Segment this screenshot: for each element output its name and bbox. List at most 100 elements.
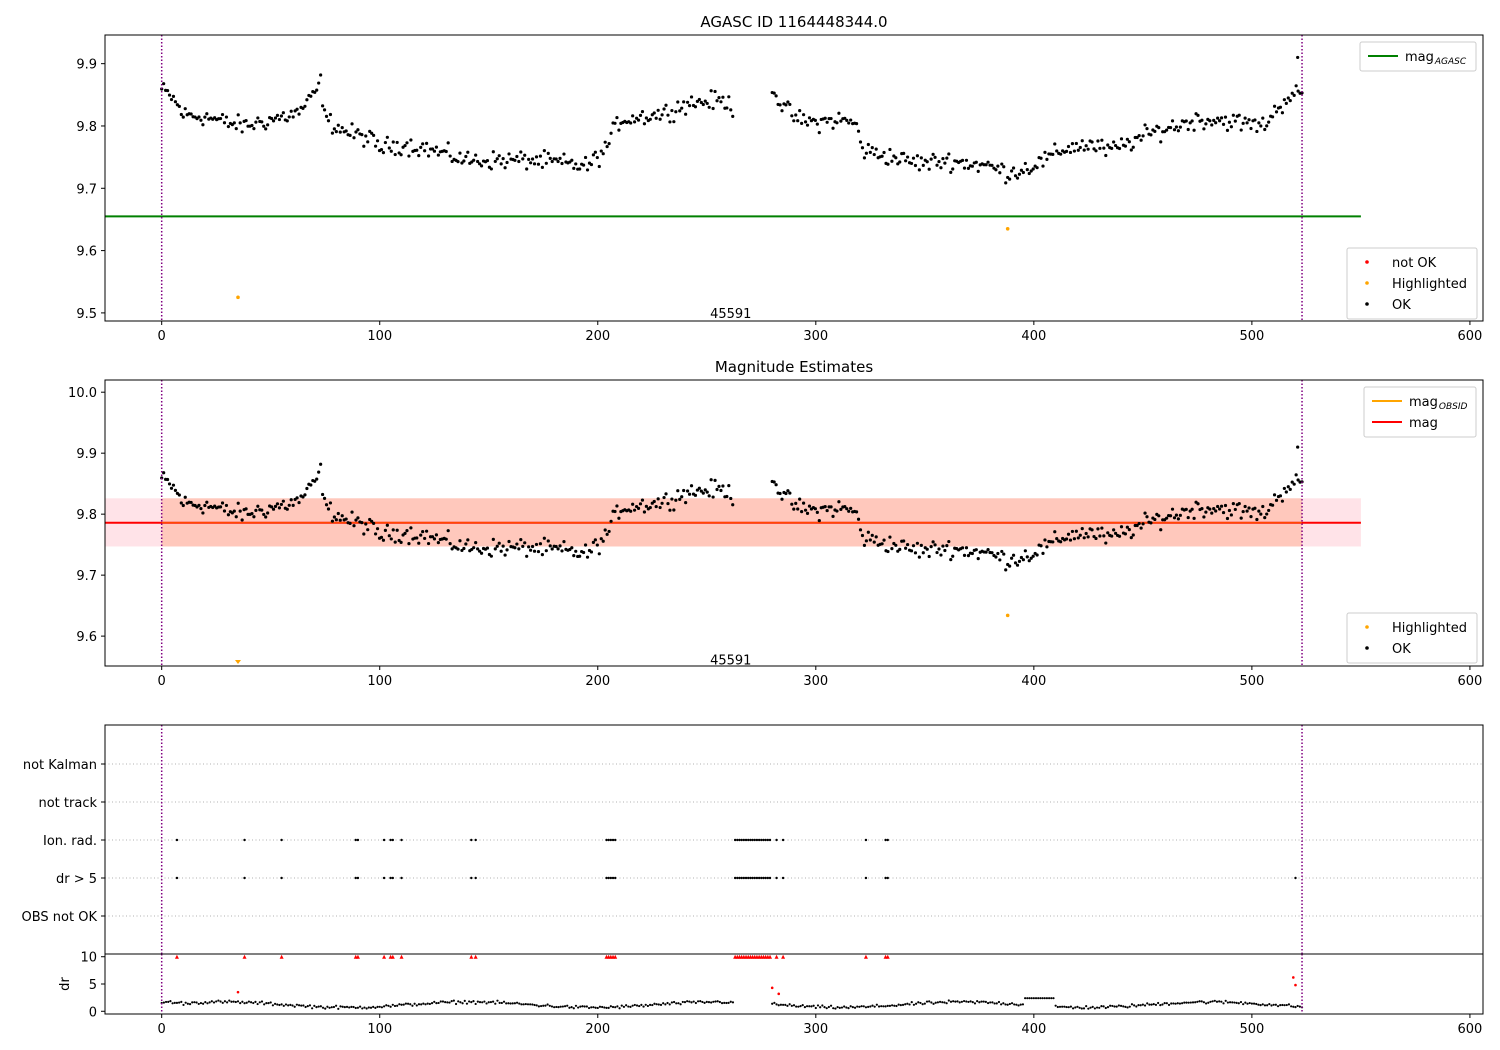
ok-point [1190, 507, 1194, 511]
ok-point [556, 547, 560, 551]
ok-point [1159, 140, 1163, 144]
ok-point [238, 121, 242, 125]
ok-point [1259, 512, 1263, 516]
dr-point [906, 1002, 909, 1005]
ok-point [915, 154, 920, 158]
ok-point [558, 156, 562, 160]
ok-point [1270, 503, 1275, 507]
dr-point [1087, 1007, 1090, 1010]
ok-point [1249, 126, 1253, 131]
dr-point [511, 1002, 514, 1005]
dr-point [291, 1004, 294, 1007]
dr-point [775, 1003, 778, 1006]
ok-point [309, 483, 313, 487]
ok-point [479, 164, 484, 168]
ok-point [1015, 176, 1020, 180]
ok-point [222, 121, 227, 125]
ok-point [1286, 96, 1290, 100]
ok-point [432, 149, 437, 153]
dr-point [518, 1002, 521, 1005]
ok-point [1196, 502, 1200, 506]
ok-point [236, 113, 240, 117]
legend-status-label: OK [1392, 642, 1411, 657]
ok-point [1255, 517, 1259, 522]
ok-point [548, 156, 552, 160]
ok-point [362, 532, 366, 536]
dr-point [980, 1000, 983, 1003]
ok-point [560, 549, 564, 553]
ok-point [521, 157, 525, 161]
ok-point [1002, 165, 1006, 169]
ok-point [542, 536, 546, 540]
ok-point [1045, 545, 1049, 549]
ok-point [1143, 123, 1147, 127]
dr-point [618, 1007, 621, 1010]
ok-point [607, 142, 611, 146]
dr5-flag-point [747, 876, 750, 880]
ok-point [1051, 152, 1055, 156]
ok-point [226, 513, 231, 517]
ok-point [715, 487, 719, 492]
dr-point [625, 1004, 628, 1007]
dr-point [570, 1006, 573, 1009]
ok-point [434, 533, 439, 537]
ok-point [474, 541, 478, 545]
ok-point [1086, 147, 1090, 151]
dr-point [1226, 1001, 1229, 1004]
ok-point [493, 159, 497, 164]
p2-xtick-label: 0 [158, 674, 166, 689]
ok-point [1272, 104, 1277, 108]
ion-rad-flag-point [884, 838, 887, 842]
dr-point [568, 1006, 571, 1009]
ok-point [181, 503, 185, 508]
ok-point [1070, 142, 1075, 146]
ok-point [381, 151, 386, 155]
ok-point [909, 549, 914, 553]
dr5-flag-point [753, 876, 756, 880]
dr-point [526, 1003, 530, 1006]
dr-point [965, 1000, 968, 1003]
ok-point [456, 547, 460, 551]
ok-point [1229, 125, 1233, 129]
ok-point [807, 116, 812, 120]
dr-point [949, 1000, 953, 1003]
ok-point [1110, 146, 1114, 150]
ok-point [1068, 150, 1073, 155]
ok-point [260, 120, 264, 124]
ok-point [591, 153, 596, 157]
ok-point [1119, 137, 1124, 141]
dr-point [1148, 1003, 1151, 1006]
ok-point [305, 98, 309, 102]
ok-point [709, 478, 713, 482]
dr-point [439, 1000, 442, 1003]
ok-point [687, 104, 692, 108]
ok-point [638, 113, 643, 118]
dr-point [867, 1005, 870, 1008]
ok-point [495, 544, 499, 548]
ok-point [540, 165, 544, 169]
ok-point [597, 552, 601, 556]
ok-point [937, 547, 941, 551]
dr-point [978, 1001, 981, 1004]
ok-point [1296, 55, 1300, 60]
dr-point [1178, 1002, 1182, 1005]
p2-xtick-label: 500 [1239, 674, 1264, 689]
dr-point [1248, 1001, 1251, 1005]
ok-point [269, 505, 274, 509]
ok-point [701, 491, 705, 495]
ok-point [684, 501, 688, 505]
ok-point [1157, 514, 1161, 518]
dr-point [415, 1004, 418, 1007]
dr-point [723, 1001, 726, 1004]
ok-point [1059, 152, 1063, 156]
dr5-flag-point [766, 876, 770, 880]
dr-point [398, 1003, 401, 1006]
dr-point [1128, 1005, 1131, 1008]
ok-point [344, 517, 348, 521]
ok-point [1051, 540, 1055, 544]
dr-point [393, 1004, 397, 1008]
dr-point [1154, 1003, 1158, 1006]
ok-point [1019, 168, 1024, 172]
ok-point [644, 116, 648, 120]
ok-point [203, 503, 207, 508]
